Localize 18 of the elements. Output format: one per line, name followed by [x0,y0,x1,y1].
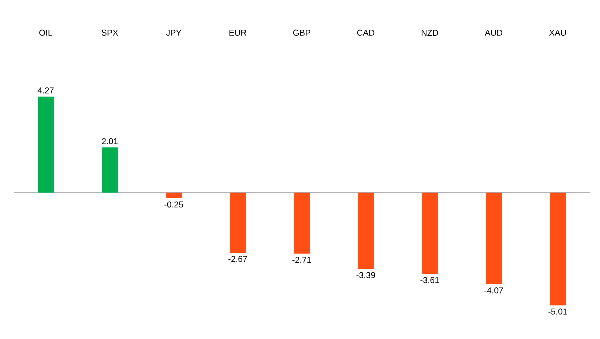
x-tick-label: SPX [102,30,118,36]
data-label: -3.39 [356,272,376,278]
x-tick-label: CAD [357,30,375,36]
data-label: 2.01 [102,138,118,144]
data-label: 4.27 [38,88,54,94]
x-tick-label: OIL [40,30,53,36]
data-label: -5.01 [548,308,568,315]
x-tick-label: JPY [166,30,182,36]
x-tick-label: XAU [549,30,566,36]
data-label: -2.71 [292,257,312,263]
data-label: -2.67 [228,256,248,262]
data-label: -3.61 [420,277,440,284]
x-tick-label: NZD [422,30,438,36]
data-label: -4.07 [484,288,504,294]
data-label: -0.25 [164,202,184,208]
x-tick-label: GBP [293,30,311,36]
x-tick-label: EUR [230,30,247,36]
x-tick-label: AUD [485,30,503,36]
